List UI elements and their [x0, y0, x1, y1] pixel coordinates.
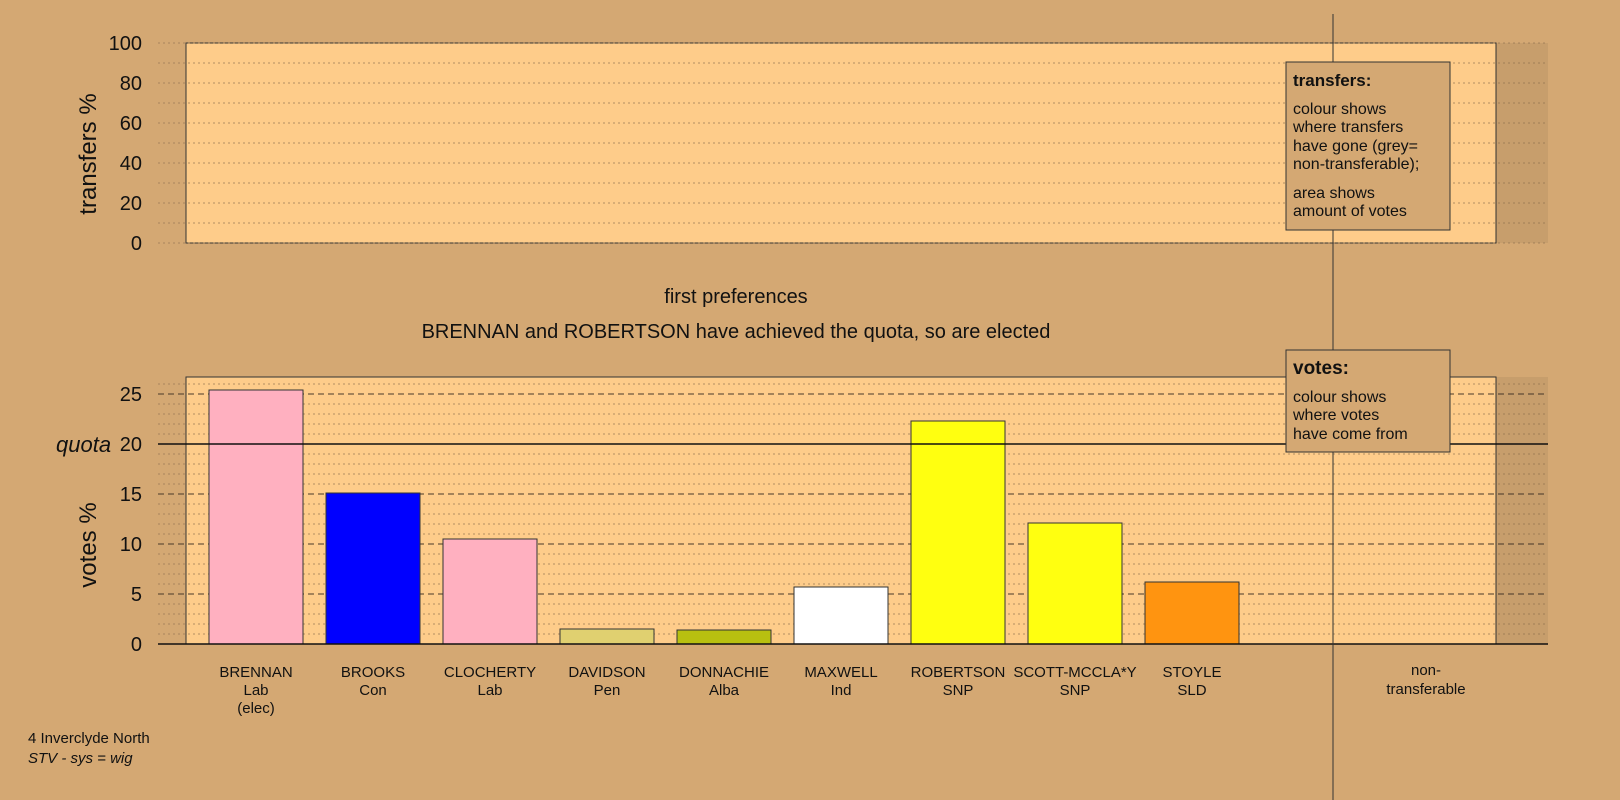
votes-y-tick-label: 10: [120, 534, 142, 556]
bar-brooks: [325, 492, 421, 645]
bar-scott-mccla-y: [1027, 522, 1123, 645]
transfers-legend-line: have gone (grey=: [1293, 138, 1418, 155]
candidate-party-label: Alba: [709, 682, 740, 699]
transfers-legend-line: area shows: [1293, 185, 1375, 202]
transfers-y-tick-label: 60: [120, 113, 142, 135]
bar-donnachie: [676, 629, 772, 645]
candidate-name-label: STOYLE: [1163, 664, 1222, 681]
transfers-y-tick-label: 0: [131, 233, 142, 255]
bar-stoyle: [1144, 581, 1240, 645]
candidate-party-label: Pen: [594, 682, 621, 699]
candidate-party-label: SNP: [943, 682, 974, 699]
transfers-legend-line: colour shows: [1293, 101, 1386, 118]
candidate-party-label: Lab: [477, 682, 502, 699]
nontransferable-shade-bottom: [1496, 377, 1548, 644]
nontransferable-label-line2: transferable: [1386, 681, 1465, 698]
transfers-panel: 0 20 40 60 80 100 transfers %: [75, 33, 1548, 255]
transfers-legend-line: amount of votes: [1293, 203, 1407, 220]
candidate-party-label: Ind: [831, 682, 852, 699]
transfers-y-axis-label: transfers %: [75, 93, 102, 214]
bar-robertson: [910, 420, 1006, 645]
candidate-note-label: (elec): [237, 700, 275, 717]
candidate-name-label: BROOKS: [341, 664, 405, 681]
candidate-party-label: SLD: [1177, 682, 1206, 699]
transfers-y-tick-label: 100: [109, 33, 142, 55]
stage-subtitle: BRENNAN and ROBERTSON have achieved the …: [422, 321, 1051, 343]
votes-y-tick-label: 5: [131, 584, 142, 606]
bar-brennan: [208, 389, 304, 645]
votes-y-tick-label: 25: [120, 384, 142, 406]
votes-legend-box: [1285, 349, 1451, 453]
candidate-labels: BRENNANLab(elec)BROOKSConCLOCHERTYLabDAV…: [219, 664, 1221, 717]
quota-label: quota: [56, 432, 111, 457]
votes-bars: [208, 389, 1240, 645]
bar-davidson: [559, 628, 655, 645]
constituency-label: 4 Inverclyde North: [28, 730, 150, 747]
system-label: STV - sys = wig: [28, 750, 133, 767]
candidate-name-label: DAVIDSON: [568, 664, 645, 681]
transfers-y-tick-label: 40: [120, 153, 142, 175]
votes-legend-line: have come from: [1293, 426, 1408, 443]
bar-clocherty: [442, 538, 538, 645]
nontransferable-label-line1: non-: [1411, 662, 1441, 679]
votes-legend-line: colour shows: [1293, 389, 1386, 406]
votes-legend: votes: colour shows where votes have com…: [1285, 349, 1451, 453]
nontransferable-shade-top: [1496, 43, 1548, 243]
transfers-legend-line: non-transferable);: [1293, 156, 1419, 173]
votes-y-ticks: 0 5 10 15 20 25: [120, 384, 142, 656]
candidate-name-label: MAXWELL: [804, 664, 877, 681]
candidate-party-label: SNP: [1060, 682, 1091, 699]
candidate-name-label: SCOTT-MCCLA*Y: [1013, 664, 1136, 681]
candidate-name-label: ROBERTSON: [911, 664, 1006, 681]
transfers-legend: transfers: colour shows where transfers …: [1285, 61, 1451, 231]
transfers-y-tick-label: 80: [120, 73, 142, 95]
transfers-y-ticks: 0 20 40 60 80 100: [109, 33, 142, 255]
candidate-party-label: Con: [359, 682, 387, 699]
candidate-party-label: Lab: [243, 682, 268, 699]
transfers-legend-box: [1285, 61, 1451, 231]
candidate-name-label: BRENNAN: [219, 664, 292, 681]
votes-y-tick-label: 0: [131, 634, 142, 656]
transfers-gridlines: [158, 42, 1548, 244]
transfers-legend-title: transfers:: [1293, 71, 1371, 90]
votes-y-tick-label: 20: [120, 434, 142, 456]
votes-y-axis-label: votes %: [75, 502, 102, 587]
votes-legend-line: where votes: [1292, 407, 1379, 424]
votes-y-tick-label: 15: [120, 484, 142, 506]
candidate-name-label: DONNACHIE: [679, 664, 769, 681]
transfers-legend-line: where transfers: [1292, 119, 1403, 136]
bar-maxwell: [793, 586, 889, 645]
transfers-y-tick-label: 20: [120, 193, 142, 215]
candidate-name-label: CLOCHERTY: [444, 664, 536, 681]
votes-legend-title: votes:: [1293, 358, 1349, 379]
stage-title: first preferences: [664, 286, 807, 308]
